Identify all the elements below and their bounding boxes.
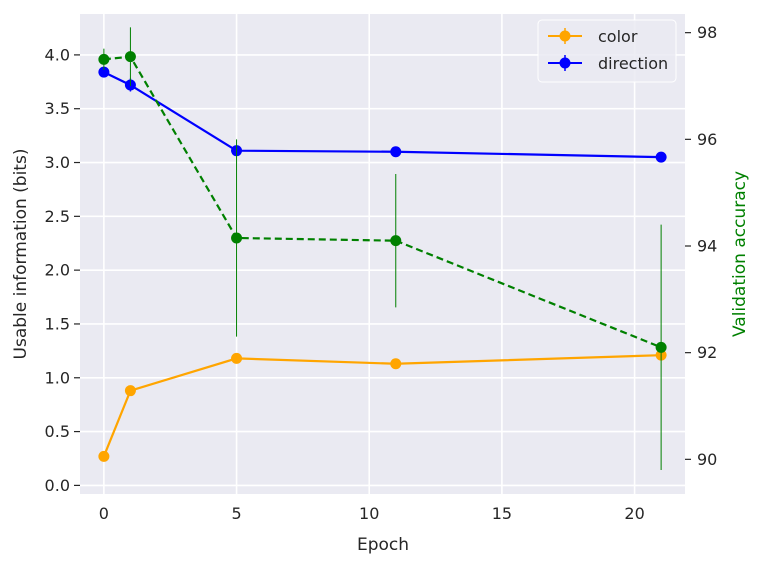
y-tick-label: 0.5 [45,422,70,441]
point-color [231,352,243,364]
y-tick-label: 0.0 [45,476,70,495]
x-tick-label: 20 [624,504,644,523]
y2-tick-label: 98 [697,23,717,42]
y-tick-label: 4.0 [45,45,70,64]
legend-label-direction: direction [598,54,668,73]
point-color [390,358,402,370]
y2-tick-label: 96 [697,130,717,149]
point-color [98,450,110,462]
point-accuracy [231,232,243,244]
point-color [124,385,136,397]
series-layer [98,27,667,470]
y-tick-label: 3.0 [45,153,70,172]
y-tick-label: 2.5 [45,207,70,226]
point-accuracy [390,235,402,247]
y2-tick-label: 90 [697,450,717,469]
tick-layer: 0 5 10 15 20 0.0 0.5 1.0 1.5 2.0 2.5 3.0 3.5 4.0 90 92 9… [45,23,718,523]
point-accuracy [124,51,136,63]
y2-axis-title: Validation accuracy [730,171,750,337]
y-tick-label: 1.5 [45,314,70,333]
y2-tick-label: 92 [697,343,717,362]
plot-background [80,14,685,494]
y-tick-label: 1.0 [45,368,70,387]
x-tick-label: 10 [359,504,379,523]
y-tick-label: 2.0 [45,261,70,280]
x-tick-label: 0 [99,504,109,523]
y-tick-label: 3.5 [45,99,70,118]
y2-tick-label: 94 [697,237,717,256]
point-accuracy [655,341,667,353]
point-direction [98,66,110,78]
x-tick-label: 15 [492,504,512,523]
legend-label-color: color [598,27,638,46]
legend: color direction [537,19,677,83]
point-accuracy [98,53,110,65]
point-direction [390,146,402,158]
y-axis-title: Usable information (bits) [11,149,31,360]
x-tick-label: 5 [231,504,241,523]
legend-marker-color [559,30,571,42]
x-axis-title: Epoch [357,535,409,555]
point-direction [655,151,667,163]
legend-marker-direction [559,57,571,69]
